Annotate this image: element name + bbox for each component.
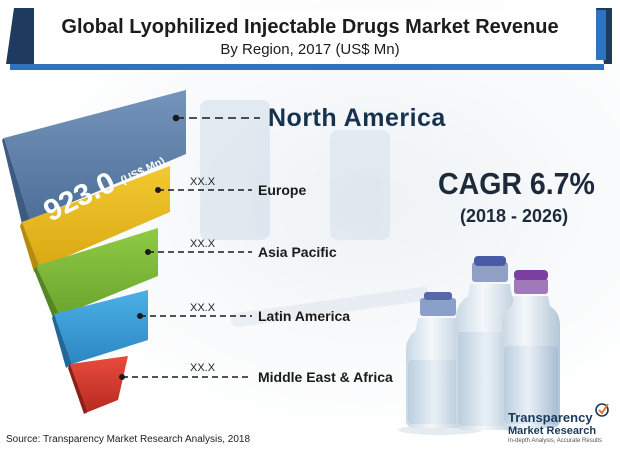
company-logo: Transparency Market Research In-depth An… [484, 410, 620, 450]
logo-name-line1: Transparency [508, 410, 593, 425]
leader-dot-latin-america [137, 312, 144, 319]
leader-dot-north-america [172, 114, 180, 122]
funnel-segment-asia-pacific [34, 228, 158, 320]
background-vial-decoration [200, 100, 430, 328]
vials-illustration [398, 256, 560, 435]
leader-dot-asia-pacific [145, 249, 152, 256]
vial-cap-small [420, 298, 456, 316]
header-background [34, 10, 596, 64]
leader-dot-middle-east-africa [119, 373, 126, 380]
funnel-segment-middle-east-africa [68, 356, 128, 414]
logo-mark-icon [595, 403, 609, 417]
value-label-europe: XX.X [190, 176, 216, 188]
header-left-accent [6, 8, 34, 64]
value-label-latin-america: XX.X [190, 302, 216, 314]
header-right-triangle [596, 10, 606, 60]
region-label-asia-pacific: Asia Pacific [258, 244, 337, 260]
header-underline [10, 64, 604, 70]
value-label-middle-east-africa: XX.X [190, 362, 216, 374]
header-band [6, 8, 612, 70]
funnel-segment-north-america [2, 90, 186, 224]
vial-cap-center [472, 262, 508, 282]
logo-tagline: In-depth Analysis, Accurate Results [508, 438, 603, 444]
value-label-asia-pacific: XX.X [190, 238, 216, 250]
chart-title: Global Lyophilized Injectable Drugs Mark… [61, 16, 559, 38]
chart-subtitle: By Region, 2017 (US$ Mn) [220, 41, 400, 58]
leader-lines [119, 114, 260, 380]
leader-dot-europe [155, 187, 162, 194]
logo-name-line2: Market Research [508, 425, 597, 437]
vial-cap-right [514, 278, 548, 294]
funnel-segment-latin-america [52, 290, 148, 368]
region-label-north-america: North America [268, 104, 446, 132]
region-label-latin-america: Latin America [258, 308, 351, 324]
cagr-period: (2018 - 2026) [460, 206, 569, 226]
funnel-segment-europe [20, 166, 170, 272]
source-note: Source: Transparency Market Research Ana… [6, 434, 251, 445]
cagr-value: CAGR 6.7% [438, 166, 595, 201]
region-label-europe: Europe [258, 182, 307, 198]
region-label-middle-east-africa: Middle East & Africa [258, 369, 393, 385]
